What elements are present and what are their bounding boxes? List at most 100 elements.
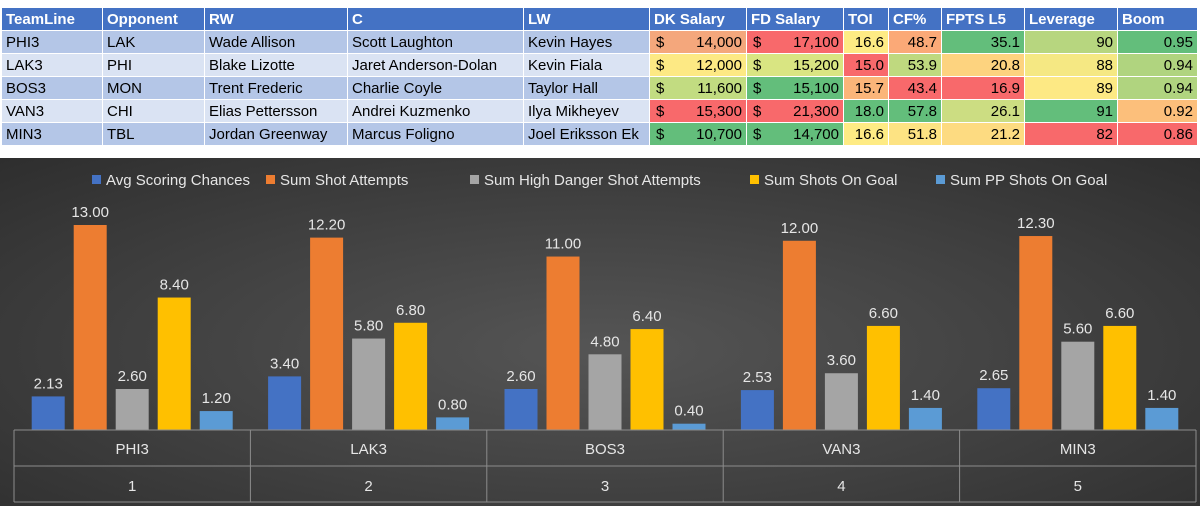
cell-lw: Taylor Hall	[523, 76, 650, 100]
cell-opponent: PHI	[102, 53, 205, 77]
bar-lak3-series-3	[352, 338, 386, 430]
currency-symbol: $	[656, 33, 665, 51]
legend-label: Avg Scoring Chances	[106, 172, 250, 189]
cell-cf-pct: 51.8	[888, 122, 942, 146]
data-label: 11.00	[545, 236, 581, 253]
bar-min3-series-4	[1103, 325, 1137, 430]
bar-van3-series-2	[782, 240, 816, 430]
bar-min3-series-5	[1145, 407, 1179, 430]
cell-leverage: 91	[1024, 99, 1118, 123]
cell-cf-pct: 43.4	[888, 76, 942, 100]
bar-bos3-series-2	[546, 256, 580, 430]
bar-min3-series-3	[1061, 341, 1095, 430]
bar-bos3-series-3	[588, 354, 622, 430]
cell-lw: Kevin Hayes	[523, 30, 650, 54]
data-label: 6.60	[869, 305, 898, 322]
cell-dk-salary: $15,300	[649, 99, 747, 123]
bar-min3-series-2	[1019, 236, 1053, 430]
data-label: 0.80	[438, 396, 467, 413]
salary-value: 21,300	[793, 102, 839, 120]
data-label: 6.40	[632, 308, 661, 325]
cell-teamline: VAN3	[1, 99, 103, 123]
cell-fd-salary: $17,100	[746, 30, 844, 54]
cell-opponent: LAK	[102, 30, 205, 54]
table-row: PHI3 LAK Wade Allison Scott Laughton Kevin H…	[1, 30, 1198, 54]
cell-rw: Blake Lizotte	[204, 53, 348, 77]
bar-van3-series-4	[866, 325, 900, 430]
cell-fd-salary: $15,100	[746, 76, 844, 100]
currency-symbol: $	[753, 102, 762, 120]
legend-swatch	[92, 175, 101, 184]
cell-boom: 0.86	[1117, 122, 1198, 146]
data-label: 12.30	[1017, 215, 1055, 232]
header-c: C	[347, 7, 524, 31]
bar-bos3-series-5	[672, 423, 706, 430]
data-label: 3.60	[827, 352, 856, 369]
cell-teamline: MIN3	[1, 122, 103, 146]
cell-teamline: LAK3	[1, 53, 103, 77]
cell-c: Andrei Kuzmenko	[347, 99, 524, 123]
data-label: 4.80	[590, 333, 619, 350]
cell-teamline: BOS3	[1, 76, 103, 100]
data-label: 1.40	[911, 387, 940, 404]
bar-lak3-series-5	[436, 417, 470, 430]
header-boom: Boom	[1117, 7, 1198, 31]
bar-phi3-series-5	[199, 411, 233, 430]
header-opponent: Opponent	[102, 7, 205, 31]
cell-rw: Jordan Greenway	[204, 122, 348, 146]
cell-fd-salary: $14,700	[746, 122, 844, 146]
category-number-label: 1	[128, 478, 136, 495]
cell-boom: 0.92	[1117, 99, 1198, 123]
cell-lw: Kevin Fiala	[523, 53, 650, 77]
salary-value: 15,300	[696, 102, 742, 120]
category-label: MIN3	[1060, 441, 1096, 458]
cell-dk-salary: $11,600	[649, 76, 747, 100]
cell-leverage: 88	[1024, 53, 1118, 77]
salary-value: 14,700	[793, 125, 839, 143]
cell-toi: 18.0	[843, 99, 889, 123]
data-label: 2.53	[743, 369, 772, 386]
category-number-label: 3	[601, 478, 609, 495]
cell-teamline: PHI3	[1, 30, 103, 54]
data-label: 2.60	[506, 368, 535, 385]
cell-boom: 0.94	[1117, 53, 1198, 77]
cell-dk-salary: $12,000	[649, 53, 747, 77]
category-label: VAN3	[822, 441, 860, 458]
bar-bos3-series-1	[504, 389, 538, 430]
data-label: 8.40	[160, 277, 189, 294]
data-label: 2.13	[34, 375, 63, 392]
bar-lak3-series-1	[268, 376, 302, 430]
salary-value: 15,200	[793, 56, 839, 74]
currency-symbol: $	[656, 102, 665, 120]
bar-phi3-series-1	[31, 396, 65, 430]
salary-value: 15,100	[793, 79, 839, 97]
cell-c: Scott Laughton	[347, 30, 524, 54]
data-label: 0.40	[674, 403, 703, 420]
cell-fd-salary: $21,300	[746, 99, 844, 123]
cell-toi: 15.7	[843, 76, 889, 100]
legend-swatch	[470, 175, 479, 184]
cell-cf-pct: 53.9	[888, 53, 942, 77]
header-fpts-l5: FPTS L5	[941, 7, 1025, 31]
currency-symbol: $	[656, 79, 665, 97]
cell-fpts-l5: 35.1	[941, 30, 1025, 54]
header-rw: RW	[204, 7, 348, 31]
table-body: PHI3 LAK Wade Allison Scott Laughton Kevin H…	[1, 30, 1198, 146]
cell-opponent: CHI	[102, 99, 205, 123]
table-row: BOS3 MON Trent Frederic Charlie Coyle Taylor…	[1, 76, 1198, 100]
bar-van3-series-5	[908, 407, 942, 430]
data-label: 3.40	[270, 355, 299, 372]
currency-symbol: $	[753, 125, 762, 143]
bar-van3-series-1	[740, 390, 774, 430]
data-label: 1.40	[1147, 387, 1176, 404]
legend-label: Sum Shots On Goal	[764, 172, 897, 189]
bar-chart: Avg Scoring Chances Sum Shot Attempts Sum …	[13, 172, 1197, 503]
salary-value: 14,000	[696, 33, 742, 51]
cell-fpts-l5: 26.1	[941, 99, 1025, 123]
cell-fd-salary: $15,200	[746, 53, 844, 77]
cell-leverage: 90	[1024, 30, 1118, 54]
data-label: 12.20	[308, 217, 346, 234]
salary-value: 10,700	[696, 125, 742, 143]
cell-fpts-l5: 21.2	[941, 122, 1025, 146]
table-row: MIN3 TBL Jordan Greenway Marcus Foligno Joel…	[1, 122, 1198, 146]
